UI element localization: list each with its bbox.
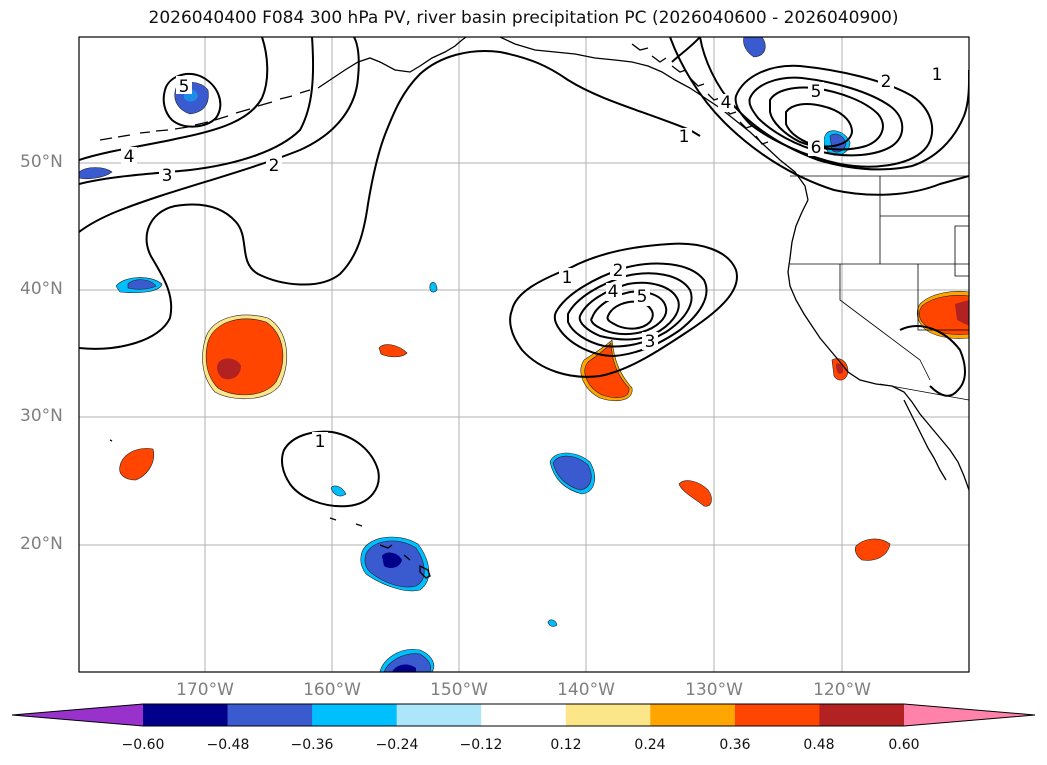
lon-label-120w: 120°W xyxy=(813,680,871,700)
pv-contour-1-subtropical xyxy=(281,430,380,508)
colorbar-outline xyxy=(11,703,1036,727)
coastlines xyxy=(99,37,969,579)
contour-label: 1 xyxy=(315,432,326,452)
colorbar-tick: −0.12 xyxy=(459,737,503,753)
colorbar-tick: −0.24 xyxy=(375,737,419,753)
pv-contour-1-east xyxy=(899,325,966,397)
nevada-arizona-border xyxy=(917,264,969,331)
lon-label-150w: 150°W xyxy=(430,680,488,700)
contour-label: 6 xyxy=(811,138,822,158)
colorbar-tick: 0.60 xyxy=(888,737,920,753)
baja-california xyxy=(903,399,947,481)
colorbar-bin xyxy=(734,704,820,726)
hawaiian-islands-west xyxy=(329,517,363,527)
political-borders xyxy=(790,175,969,401)
lat-label-40n: 40°N xyxy=(20,279,63,299)
colorbar-bin xyxy=(396,704,482,726)
utah-border xyxy=(954,225,969,277)
map-title: 2026040400 F084 300 hPa PV, river basin … xyxy=(148,8,899,28)
precip-negative-hawaii xyxy=(360,536,430,592)
colorbar-bin xyxy=(650,704,736,726)
contour-label: 4 xyxy=(608,282,619,302)
lat-label-30n: 30°N xyxy=(20,406,63,426)
lon-label-130w: 130°W xyxy=(685,680,743,700)
colorbar-extend-high xyxy=(904,704,1035,726)
pv-contour-6-northeast xyxy=(785,103,854,148)
pv-contour-5-west xyxy=(162,72,222,128)
colorbar-bin xyxy=(565,704,651,726)
pv-contour-5-central xyxy=(590,290,668,336)
precip-positive-central-pacific xyxy=(202,314,288,400)
precip-negative-south xyxy=(379,649,435,672)
contour-labels: 5 4 3 2 1 1 2 4 5 3 1 4 5 6 xyxy=(121,65,945,452)
contour-label: 5 xyxy=(179,77,190,97)
pv-contour-4-central xyxy=(578,281,680,341)
precip-positive-small xyxy=(378,344,408,358)
contour-label: 4 xyxy=(721,93,732,113)
lat-label-50n: 50°N xyxy=(20,152,63,172)
aleutian-islands xyxy=(99,89,311,141)
pv-contour-1-west xyxy=(79,50,701,350)
colorbar-extend-low xyxy=(12,704,143,726)
midway-island xyxy=(109,439,113,442)
precip-anomalies xyxy=(79,37,969,672)
precip-positive-hawaii-west xyxy=(119,448,155,481)
colorbar-tick: −0.48 xyxy=(206,737,250,753)
colorbar-tick: 0.48 xyxy=(803,737,835,753)
colorbar-tick: −0.60 xyxy=(121,737,165,753)
colorbar-tick: 0.36 xyxy=(719,737,751,753)
lat-label-20n: 20°N xyxy=(20,534,63,554)
colorbar-tick: 0.24 xyxy=(634,737,666,753)
hawaiian-islands xyxy=(379,544,431,579)
precip-negative-small xyxy=(330,281,558,627)
colorbar-bin xyxy=(819,704,905,726)
contour-label: 2 xyxy=(613,261,624,281)
contour-label: 2 xyxy=(881,72,892,92)
us-mexico-border xyxy=(879,383,969,401)
lon-label-160w: 160°W xyxy=(303,680,361,700)
precip-positive-east xyxy=(678,291,969,561)
colorbar-bin xyxy=(227,704,313,726)
pv-contour-2-west xyxy=(79,37,360,233)
colorbar-tick: 0.12 xyxy=(550,737,582,753)
alaska-peninsula xyxy=(317,37,467,89)
colorbar-bin xyxy=(143,704,229,726)
precip-negative-subtropical xyxy=(549,452,595,495)
colorbar-bin xyxy=(312,704,398,726)
colorbar-bin xyxy=(481,704,567,726)
contour-label: 3 xyxy=(162,166,173,186)
pv-contour-1-central xyxy=(509,242,738,378)
colorbar-tick: −0.36 xyxy=(290,737,334,753)
pv-contour-3-northeast xyxy=(734,64,933,168)
california-nevada-border xyxy=(839,264,931,381)
pv-contour-1-top xyxy=(671,37,701,63)
lon-label-140w: 140°W xyxy=(557,680,615,700)
gulf-of-alaska-coast xyxy=(499,37,809,201)
alexander-archipelago xyxy=(631,43,769,145)
contour-label: 1 xyxy=(679,127,690,147)
pv-contour-1-northeast xyxy=(669,37,969,196)
contour-label: 2 xyxy=(269,156,280,176)
pv-contour-3-west xyxy=(79,37,315,185)
contour-label: 5 xyxy=(637,287,648,307)
map-frame xyxy=(78,36,970,673)
contour-label: 3 xyxy=(645,332,656,352)
lon-label-170w: 170°W xyxy=(176,680,234,700)
contour-label: 1 xyxy=(932,65,943,85)
us-west-coast xyxy=(787,199,969,491)
contour-label: 4 xyxy=(124,147,135,167)
pv-contour-4-northeast xyxy=(748,76,904,157)
contour-label: 1 xyxy=(562,268,573,288)
precip-negative-west xyxy=(79,167,163,294)
colorbar xyxy=(11,703,1036,727)
pv-contour-6-central xyxy=(606,300,654,330)
contour-label: 5 xyxy=(811,82,822,102)
